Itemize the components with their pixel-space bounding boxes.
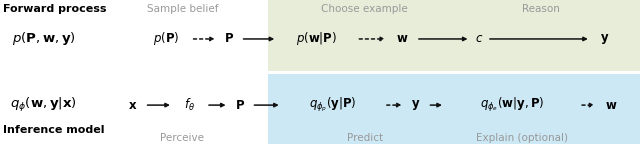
Text: $\mathbf{w}$: $\mathbf{w}$ bbox=[396, 32, 408, 45]
Text: $p(\mathbf{w}|\mathbf{P})$: $p(\mathbf{w}|\mathbf{P})$ bbox=[296, 30, 337, 47]
Text: Sample belief: Sample belief bbox=[147, 4, 218, 14]
Text: $q_{\phi_p}(\mathbf{y}|\mathbf{P})$: $q_{\phi_p}(\mathbf{y}|\mathbf{P})$ bbox=[309, 96, 356, 114]
Text: $\mathbf{w}$: $\mathbf{w}$ bbox=[605, 99, 618, 112]
Text: Predict: Predict bbox=[347, 133, 383, 143]
Text: $q_\phi(\mathbf{w},\mathbf{y}|\mathbf{x})$: $q_\phi(\mathbf{w},\mathbf{y}|\mathbf{x}… bbox=[10, 96, 77, 114]
Text: Perceive: Perceive bbox=[161, 133, 204, 143]
Text: $c$: $c$ bbox=[475, 32, 483, 45]
Text: $\mathbf{P}$: $\mathbf{P}$ bbox=[235, 99, 245, 112]
Bar bbox=[268, 74, 640, 144]
Text: $f_\theta$: $f_\theta$ bbox=[184, 97, 195, 113]
Text: Reason: Reason bbox=[522, 4, 560, 14]
Text: Forward process: Forward process bbox=[3, 4, 107, 14]
Text: $p(\mathbf{P})$: $p(\mathbf{P})$ bbox=[153, 30, 180, 47]
Text: Inference model: Inference model bbox=[3, 125, 105, 135]
Text: $\mathbf{y}$: $\mathbf{y}$ bbox=[412, 98, 420, 112]
Text: $\mathbf{x}$: $\mathbf{x}$ bbox=[129, 99, 138, 112]
Text: Explain (optional): Explain (optional) bbox=[476, 133, 568, 143]
Bar bbox=[268, 0, 640, 71]
Text: Choose example: Choose example bbox=[321, 4, 408, 14]
Text: $\mathbf{P}$: $\mathbf{P}$ bbox=[224, 32, 234, 45]
Text: $p(\mathbf{P},\mathbf{w},\mathbf{y})$: $p(\mathbf{P},\mathbf{w},\mathbf{y})$ bbox=[12, 30, 76, 47]
Text: $q_{\phi_e}(\mathbf{w}|\mathbf{y},\mathbf{P})$: $q_{\phi_e}(\mathbf{w}|\mathbf{y},\mathb… bbox=[480, 96, 544, 114]
Text: $\mathbf{y}$: $\mathbf{y}$ bbox=[600, 32, 609, 46]
